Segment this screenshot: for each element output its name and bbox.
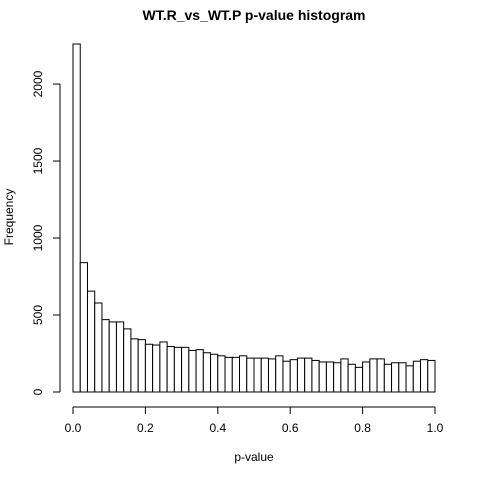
histogram-bar <box>210 353 219 393</box>
histogram-bar <box>231 356 241 393</box>
histogram-bar <box>354 366 364 393</box>
histogram-bar <box>137 339 146 393</box>
histogram-bar <box>405 365 414 393</box>
histogram-bar <box>427 359 436 393</box>
y-axis: 0 500 1000 1500 2000 <box>31 70 61 395</box>
histogram-bar <box>362 361 371 393</box>
histogram-bar <box>108 321 117 393</box>
histogram-bar <box>398 362 407 393</box>
x-tick-label: 1.0 <box>427 421 444 435</box>
histogram-bar <box>333 362 342 393</box>
histogram-bar <box>152 344 161 393</box>
histogram-bar <box>181 346 190 393</box>
histogram-bar <box>260 357 269 393</box>
y-axis-label: Frequency <box>2 189 16 246</box>
histogram-bar <box>304 357 313 393</box>
histogram-bar <box>94 302 103 393</box>
histogram-bar <box>115 321 125 393</box>
x-tick-label: 0.0 <box>65 421 82 435</box>
histogram-bar <box>311 359 320 393</box>
histogram-bar <box>130 338 139 393</box>
histogram-bar <box>296 357 306 393</box>
y-tick-label: 500 <box>31 305 45 325</box>
chart-title: WT.R_vs_WT.P p-value histogram <box>142 7 365 23</box>
histogram-bar <box>79 262 88 393</box>
bars-group <box>72 43 436 393</box>
histogram-bar <box>101 319 110 393</box>
histogram-bar <box>282 360 291 393</box>
histogram-bar <box>246 357 255 393</box>
y-tick-label: 1500 <box>31 147 45 174</box>
histogram-bar <box>159 341 168 393</box>
histogram-bar <box>289 359 298 393</box>
histogram-bar <box>391 362 400 393</box>
histogram-bar <box>217 355 226 393</box>
x-tick-label: 0.6 <box>282 421 299 435</box>
x-tick-label: 0.4 <box>209 421 226 435</box>
histogram-bar <box>267 358 277 393</box>
histogram-bar <box>253 357 262 393</box>
histogram-bar <box>173 346 183 393</box>
x-tick-label: 0.8 <box>354 421 371 435</box>
y-tick-label: 1000 <box>31 224 45 251</box>
x-tick-label: 0.2 <box>137 421 154 435</box>
histogram-bar <box>166 346 175 393</box>
histogram-bar <box>72 43 81 393</box>
y-tick-label: 2000 <box>31 70 45 97</box>
histogram-bar <box>224 356 233 393</box>
histogram-bar <box>318 361 327 393</box>
histogram-bar <box>202 352 212 393</box>
histogram-bar <box>325 361 335 393</box>
y-tick-label: 0 <box>31 388 45 395</box>
histogram-bar <box>239 355 248 393</box>
histogram-bar <box>123 328 132 393</box>
histogram-bar <box>420 359 429 393</box>
x-axis-label: p-value <box>234 450 274 464</box>
histogram-bar <box>376 358 385 393</box>
histogram-bar <box>383 363 393 393</box>
histogram-bar <box>86 290 96 393</box>
histogram-bar <box>369 358 378 393</box>
x-axis: 0.0 0.2 0.4 0.6 0.8 1.0 <box>65 406 444 435</box>
histogram-bar <box>347 363 356 393</box>
histogram-bar <box>340 358 349 393</box>
histogram-bar <box>188 349 197 393</box>
histogram-bar <box>144 343 154 393</box>
histogram-bar <box>195 349 204 393</box>
histogram-bar <box>275 355 284 393</box>
histogram-bar <box>412 360 422 393</box>
